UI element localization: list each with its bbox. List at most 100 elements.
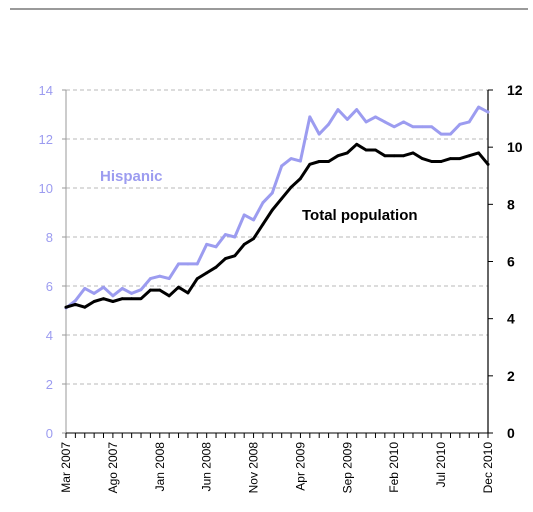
hispanic-point [430,125,434,129]
total-population-series-line [64,142,490,309]
left-tick-label: 12 [39,132,53,147]
total-population-point [149,288,152,292]
right-tick-label: 8 [507,196,515,212]
hispanic-series-label: Hispanic [100,168,163,185]
total-population-point [289,185,293,189]
hispanic-series-line [64,105,490,310]
hispanic-point [420,125,424,129]
hispanic-point [139,288,143,292]
x-tick-label: Nov 2008 [247,442,261,494]
hispanic-point [214,245,218,249]
total-population-point [186,291,190,295]
x-tick-label: Mar 2007 [59,442,73,493]
total-population-point [83,305,87,309]
hispanic-point [186,262,190,266]
total-population-point [317,160,321,163]
series-lines [64,105,490,310]
total-population-series-label: Total population [302,207,418,224]
hispanic-point [195,262,199,266]
total-population-point [242,242,246,246]
x-tick-label: Dec 2010 [481,442,495,494]
total-population-point [130,297,134,301]
hispanic-point [477,105,481,109]
hispanic-point [102,285,105,289]
total-population-point [420,157,424,161]
total-population-point [449,157,452,161]
total-population-point [327,160,330,163]
hispanic-point [364,120,368,124]
x-tick-label: Ago 2007 [106,442,120,494]
hispanic-point [205,242,209,246]
right-tick-label: 10 [507,139,523,155]
hispanic-point [308,115,312,119]
hispanic-point [177,262,180,266]
hispanic-point [120,287,124,290]
hispanic-point [252,218,255,222]
hispanic-point [355,108,359,111]
hispanic-point [336,108,340,111]
x-tick-label: Jul 2010 [434,442,448,488]
right-tick-label: 2 [507,368,515,384]
total-population-point [120,297,124,301]
total-population-point [477,151,481,155]
total-population-point [177,285,180,289]
hispanic-point [149,277,152,281]
hispanic-point [158,274,162,278]
total-population-point [92,300,96,303]
x-tick-label: Feb 2010 [387,442,401,493]
hispanic-point [289,157,293,161]
total-population-point [411,151,415,155]
hispanic-point [167,277,171,281]
x-tick-label: Apr 2009 [293,442,307,491]
hispanic-point [486,110,490,114]
left-axis-ticks: 0 2 4 6 8 10 12 14 [39,83,66,441]
total-population-point [486,162,490,166]
hispanic-point [345,118,349,121]
total-population-point [252,237,255,241]
total-population-point [355,142,359,146]
total-population-point [402,154,405,158]
gridlines [66,89,488,385]
total-population-point [158,288,162,292]
x-tick-label: Sep 2009 [340,442,354,494]
left-tick-label: 14 [39,83,53,98]
total-population-point [224,257,227,261]
left-tick-label: 8 [46,230,53,245]
total-population-point [467,154,471,158]
hispanic-point [111,294,115,298]
right-tick-label: 0 [507,425,515,441]
hispanic-point [130,291,134,295]
right-tick-label: 6 [507,254,515,270]
left-tick-label: 10 [39,181,53,196]
hispanic-point [92,291,96,295]
total-population-point [195,277,199,281]
total-population-point [383,154,387,158]
total-population-point [167,294,171,298]
total-population-point [458,157,462,161]
right-tick-label: 12 [507,82,523,98]
total-population-point [345,151,349,155]
total-population-point [111,300,115,303]
hispanic-point [402,120,405,124]
total-population-point [430,160,434,163]
total-population-point [214,265,218,269]
total-population-point [299,177,302,181]
total-population-point [73,302,77,306]
hispanic-point [270,191,274,195]
hispanic-point [411,125,415,129]
hispanic-point [449,132,452,136]
total-population-point [336,154,340,158]
right-axis-ticks: 0 2 4 6 8 10 12 [488,82,523,441]
hispanic-point [467,120,471,124]
hispanic-point [374,115,377,119]
total-population-point [102,297,105,301]
hispanic-point [458,122,462,126]
left-tick-label: 6 [46,279,53,294]
hispanic-point [439,132,443,136]
total-population-point [364,148,368,152]
total-population-point [280,197,284,201]
hispanic-point [73,299,77,303]
hispanic-point [242,213,246,217]
hispanic-point [299,159,302,163]
total-population-point [139,297,143,301]
